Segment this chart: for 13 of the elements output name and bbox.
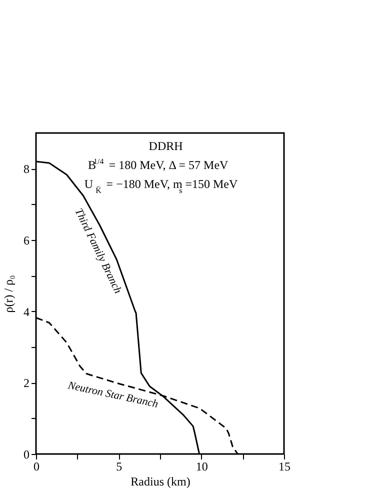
x-tick-label: 10 <box>196 460 208 474</box>
y-tick-label: 2 <box>24 376 30 390</box>
text: Neutron Star Branch <box>66 379 160 411</box>
y-tick-label: 0 <box>24 448 30 462</box>
x-tick-label: 0 <box>34 460 40 474</box>
y-axis-title: ρ(r) / ρ₀ <box>2 275 16 313</box>
x-axis-title: Radius (km) <box>130 474 190 488</box>
y-tick-label: 8 <box>24 162 30 176</box>
y-tick-label: 4 <box>24 304 30 319</box>
annotation: DDRH <box>148 139 184 153</box>
x-tick-label: 5 <box>116 460 122 474</box>
y-tick-label: 6 <box>24 234 30 248</box>
x-tick-label: 15 <box>278 460 290 474</box>
